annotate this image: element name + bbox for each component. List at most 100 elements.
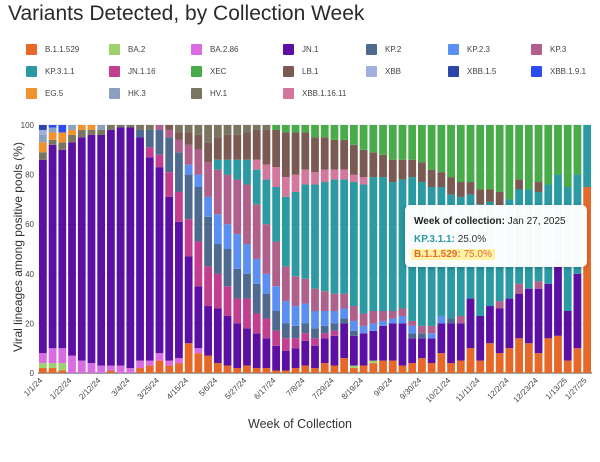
bar-segment-b-1-1-529[interactable] <box>349 368 358 373</box>
bar-segment-xec[interactable] <box>320 125 329 138</box>
bar-segment-kp-2[interactable] <box>252 283 261 314</box>
bar-segment-xbb-1-16-11[interactable] <box>311 172 319 185</box>
bar-segment-b-1-1-529[interactable] <box>563 360 572 373</box>
bar-segment-jn-1[interactable] <box>379 325 387 361</box>
bar-segment-hv-1[interactable] <box>107 125 115 130</box>
bar-segment-b-1-1-529[interactable] <box>408 363 417 373</box>
bar-segment-xec[interactable] <box>495 125 504 192</box>
bar-segment-hv-1[interactable] <box>145 125 154 130</box>
bar-segment-jn-1-16[interactable] <box>233 298 242 324</box>
bar-segment-lb-1[interactable] <box>320 137 329 170</box>
bar-segment-b-1-1-529[interactable] <box>427 363 436 373</box>
bar-segment-jn-1[interactable] <box>495 308 504 354</box>
bar-segment-kp-3[interactable] <box>311 288 319 311</box>
bar-segment-kp-3[interactable] <box>534 281 543 289</box>
bar-segment-hv-1[interactable] <box>38 152 47 160</box>
bar-segment-jn-1[interactable] <box>126 127 135 369</box>
bar-segment-kp-2-3[interactable] <box>272 286 281 311</box>
bar-segment-kp-3-1-1[interactable] <box>583 125 592 187</box>
bar-segment-jn-1[interactable] <box>291 348 300 369</box>
bar-segment-xec[interactable] <box>388 125 397 160</box>
bar-segment-jn-1[interactable] <box>534 288 543 354</box>
bar-segment-lb-1[interactable] <box>369 152 378 178</box>
bar-segment-b-1-1-529[interactable] <box>437 353 446 373</box>
bar-segment-hv-1[interactable] <box>252 125 261 130</box>
bar-segment-jn-1[interactable] <box>563 311 572 361</box>
bar-segment-b-1-1-529[interactable] <box>398 365 407 373</box>
bar-segment-eg-5[interactable] <box>77 125 86 130</box>
legend-item-hk-3[interactable]: HK.3 <box>109 88 146 99</box>
bar-segment-jn-1-16[interactable] <box>301 333 310 341</box>
bar-segment-kp-3-1-1[interactable] <box>379 177 387 311</box>
bar-segment-jn-1[interactable] <box>486 306 494 344</box>
bar-segment-hv-1[interactable] <box>126 125 135 128</box>
bar-segment-hv-1[interactable] <box>233 125 242 135</box>
bar-segment-xec[interactable] <box>544 125 553 185</box>
bar-segment-lb-1[interactable] <box>495 191 504 207</box>
bar-segment-b-1-1-529[interactable] <box>495 353 504 373</box>
bar-segment-b-1-1-529[interactable] <box>136 368 144 373</box>
bar-segment-lb-1[interactable] <box>486 189 494 202</box>
bar-segment-kp-3[interactable] <box>349 306 358 321</box>
bar-segment-jn-1[interactable] <box>398 323 407 366</box>
bar-segment-kp-3[interactable] <box>204 162 212 197</box>
bar-segment-hk-3[interactable] <box>38 134 47 143</box>
bar-segment-jn-1-16[interactable] <box>330 330 339 336</box>
bar-segment-lb-1[interactable] <box>252 129 261 160</box>
bar-segment-xec[interactable] <box>281 125 290 133</box>
bar-segment-kp-2-3[interactable] <box>243 244 251 274</box>
bar-segment-jn-1[interactable] <box>418 338 426 359</box>
bar-segment-ba-2-86[interactable] <box>48 348 57 364</box>
bar-segment-ba-2-86[interactable] <box>68 355 76 373</box>
bar-segment-kp-3-1-1[interactable] <box>349 182 358 307</box>
bar-segment-jn-1[interactable] <box>320 338 329 364</box>
bar-segment-xec[interactable] <box>340 125 349 140</box>
bar-segment-kp-2-3[interactable] <box>204 196 212 217</box>
bar-segment-kp-3-1-1[interactable] <box>281 196 290 267</box>
bar-segment-jn-1[interactable] <box>77 137 86 361</box>
bar-segment-jn-1[interactable] <box>145 157 154 361</box>
bar-segment-b-1-1-529[interactable] <box>38 368 47 373</box>
bar-segment-xec[interactable] <box>466 125 475 183</box>
bar-segment-b-1-1-529[interactable] <box>466 348 475 373</box>
bar-segment-b-1-1-529[interactable] <box>554 335 562 373</box>
bar-segment-kp-2[interactable] <box>145 129 154 148</box>
bar-segment-xbb-1-16-11[interactable] <box>291 174 300 192</box>
bar-segment-b-1-1-529[interactable] <box>388 360 397 373</box>
bar-segment-kp-2[interactable] <box>194 187 203 242</box>
bar-segment-xec[interactable] <box>330 125 339 140</box>
bar-segment-b-1-1-529[interactable] <box>534 353 543 373</box>
bar-segment-jn-1[interactable] <box>97 134 106 366</box>
bar-segment-b-1-1-529[interactable] <box>155 360 164 373</box>
bar-segment-jn-1-16[interactable] <box>223 286 232 316</box>
bar-segment-ba-2-86[interactable] <box>165 360 174 366</box>
legend-item-hv-1[interactable]: HV.1 <box>191 88 227 99</box>
bar-segment-kp-2-3[interactable] <box>330 311 339 324</box>
bar-segment-lb-1[interactable] <box>349 144 358 175</box>
bar-segment-b-1-1-529[interactable] <box>447 363 455 373</box>
bar-segment-hk-3[interactable] <box>68 125 76 130</box>
bar-segment-kp-2[interactable] <box>184 174 193 220</box>
bar-segment-jn-1[interactable] <box>233 323 242 369</box>
legend-item-jn-1[interactable]: JN.1 <box>283 44 318 55</box>
bar-segment-eg-5[interactable] <box>68 129 76 135</box>
bar-segment-b-1-1-529[interactable] <box>476 360 485 373</box>
bar-segment-lb-1[interactable] <box>165 125 174 130</box>
bar-segment-lb-1[interactable] <box>262 129 271 165</box>
bar-segment-hv-1[interactable] <box>213 125 222 138</box>
bar-segment-lb-1[interactable] <box>330 139 339 170</box>
bar-segment-ba-2-86[interactable] <box>107 365 115 371</box>
bar-segment-lb-1[interactable] <box>427 169 436 187</box>
bar-segment-jn-1-16[interactable] <box>281 338 290 351</box>
bar-segment-kp-3[interactable] <box>320 291 329 311</box>
bar-segment-lb-1[interactable] <box>311 137 319 173</box>
bar-segment-jn-1[interactable] <box>223 315 232 366</box>
bar-segment-jn-1[interactable] <box>58 149 67 349</box>
bar-segment-lb-1[interactable] <box>301 132 310 170</box>
bar-segment-jn-1[interactable] <box>301 340 310 366</box>
bar-segment-hv-1[interactable] <box>184 125 193 133</box>
bar-segment-b-1-1-529[interactable] <box>456 360 465 373</box>
bar-segment-b-1-1-529[interactable] <box>340 358 349 373</box>
bar-segment-hv-1[interactable] <box>77 129 86 138</box>
bar-segment-kp-3[interactable] <box>233 179 242 235</box>
